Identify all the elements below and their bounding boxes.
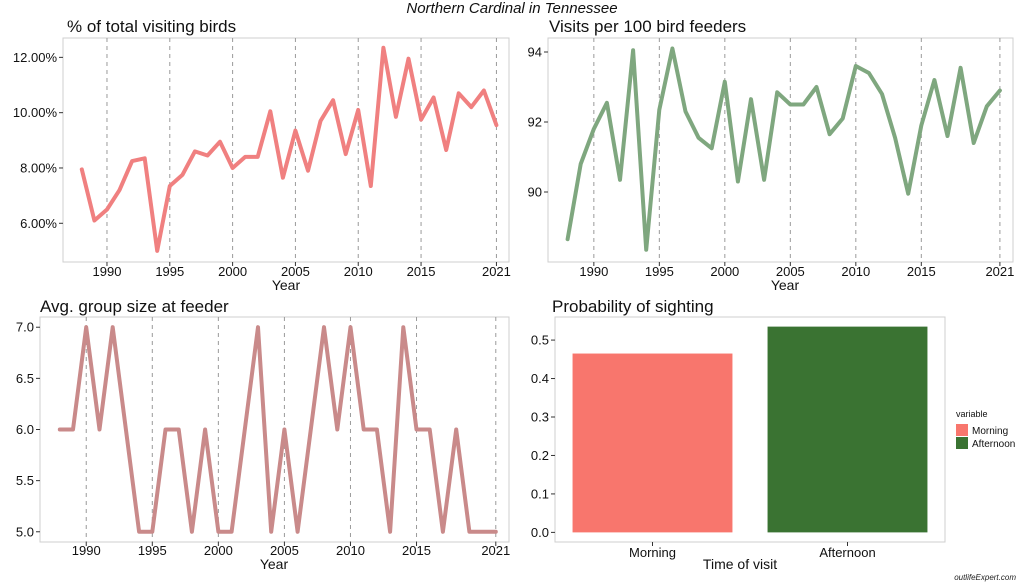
y-tick-label: 7.0 (16, 320, 34, 335)
y-tick-label: 0.5 (531, 333, 549, 348)
y-tick-label: 8.00% (20, 160, 57, 175)
x-tick-label: 2000 (204, 543, 233, 558)
x-tick-label: 2005 (270, 543, 299, 558)
y-tick-label: 0.1 (531, 486, 549, 501)
x-tick-label: 2005 (776, 264, 805, 279)
panel-2: Visits per 100 bird feeders 90 92 94 Year 199… (528, 17, 1015, 293)
y-tick-label: 0.4 (531, 371, 549, 386)
x-tick-label: 2021 (482, 264, 511, 279)
watermark-text: outlifeExpert.com (954, 573, 1016, 582)
x-tick-label: 2000 (710, 264, 739, 279)
x-axis-label: Year (771, 277, 800, 293)
x-tick-label: 1990 (72, 543, 101, 558)
panel-title: Visits per 100 bird feeders (549, 17, 746, 36)
y-tick-label: 0.2 (531, 448, 549, 463)
x-tick-label: 2000 (218, 264, 247, 279)
x-tick-label: Morning (629, 545, 676, 560)
x-tick-label: 2010 (344, 264, 373, 279)
y-tick-label: 90 (528, 185, 542, 200)
y-tick-label: 6.00% (20, 216, 57, 231)
legend-title: variable (956, 409, 988, 419)
chart-main-title: Northern Cardinal in Tennessee (406, 0, 618, 17)
y-tick-label: 5.0 (16, 524, 34, 539)
x-tick-label: Afternoon (819, 545, 875, 560)
panel-4: Probability of sighting 0.0 0.1 0.2 0.3 0.4 0.… (531, 297, 1015, 572)
x-tick-label: 2021 (481, 543, 510, 558)
x-tick-label: 2015 (407, 264, 436, 279)
legend-label: Afternoon (972, 439, 1015, 450)
y-tick-label: 6.5 (16, 371, 34, 386)
panel-title: Probability of sighting (552, 297, 714, 316)
bar-afternoon (767, 326, 928, 533)
y-tick-label: 94 (528, 45, 542, 60)
series-line (79, 45, 499, 253)
bar-morning (572, 353, 733, 533)
x-tick-label: 1990 (579, 264, 608, 279)
panel-title: % of total visiting birds (67, 17, 236, 36)
legend-label: Morning (972, 426, 1008, 437)
legend-swatch (956, 424, 968, 436)
x-tick-label: 2010 (841, 264, 870, 279)
x-tick-label: 1990 (93, 264, 122, 279)
x-tick-label: 1995 (138, 543, 167, 558)
x-tick-label: 2015 (402, 543, 431, 558)
x-tick-label: 2005 (281, 264, 310, 279)
y-tick-label: 6.0 (16, 422, 34, 437)
series-line (565, 46, 1002, 252)
x-axis-label: Year (272, 277, 301, 293)
panel-frame (547, 37, 1014, 263)
y-tick-label: 92 (528, 115, 542, 130)
panel-1: % of total visiting birds 6.00% 8.00% 10.00… (13, 17, 511, 293)
x-tick-label: 1995 (155, 264, 184, 279)
x-tick-label: 2010 (336, 543, 365, 558)
x-tick-label: 1995 (645, 264, 674, 279)
x-tick-label: 2021 (985, 264, 1014, 279)
y-tick-label: 10.00% (13, 105, 58, 120)
legend-swatch (956, 437, 968, 449)
panel-frame (62, 37, 510, 263)
legend: variable Morning Afternoon (956, 409, 1015, 450)
y-tick-label: 0.3 (531, 410, 549, 425)
y-tick-label: 0.0 (531, 525, 549, 540)
x-axis-label: Year (260, 556, 289, 572)
y-tick-label: 12.00% (13, 50, 58, 65)
panel-title: Avg. group size at feeder (40, 297, 229, 316)
panel-frame (554, 316, 946, 543)
panel-3: Avg. group size at feeder 5.0 5.5 6.0 6.5 7.0… (16, 297, 510, 572)
y-tick-label: 5.5 (16, 473, 34, 488)
x-axis-label: Time of visit (703, 556, 777, 572)
x-tick-label: 2015 (907, 264, 936, 279)
series-line (57, 325, 498, 534)
